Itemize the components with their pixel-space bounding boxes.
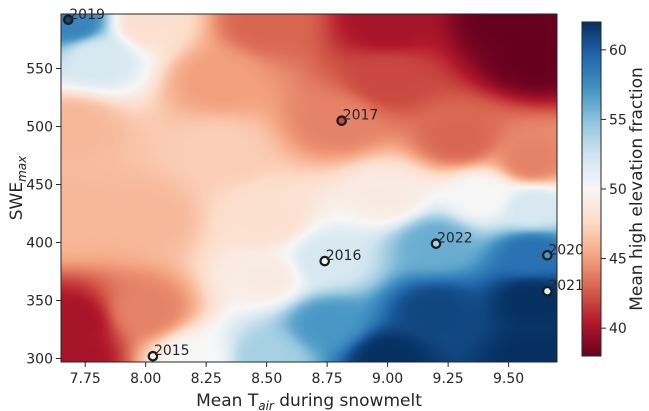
data-point: 2019 (62, 7, 105, 26)
colorbar: 40 45 50 55 60 Mean high elevation fraction (581, 21, 647, 357)
point-marker (542, 249, 553, 261)
point-label: 2022 (437, 231, 473, 247)
colorbar-tick-label: 45 (609, 252, 627, 268)
x-tick: 9.25 (433, 362, 464, 387)
point-marker (147, 350, 159, 362)
colorbar-tick-label: 60 (609, 43, 627, 59)
y-tick-label: 550 (26, 62, 53, 78)
x-tick: 8.00 (130, 362, 161, 387)
y-tick: 550 (26, 62, 61, 78)
y-tick-label: 500 (26, 120, 53, 136)
plot-area (60, 13, 558, 363)
y-tick: 300 (26, 352, 61, 368)
colorbar-tick: 40 (601, 321, 627, 337)
x-title-main: Mean T (196, 391, 259, 411)
x-axis-title: Mean Tair during snowmelt (196, 391, 422, 411)
y-tick-label: 450 (26, 178, 53, 194)
x-title-subscript: air (258, 399, 275, 411)
colorbar-tick-label: 55 (609, 112, 627, 128)
x-tick: 9.50 (493, 362, 524, 387)
x-tick: 8.25 (191, 362, 222, 387)
x-title-rest: during snowmelt (274, 391, 422, 411)
y-tick-label: 400 (26, 236, 53, 252)
colorbar-gradient (581, 21, 602, 357)
heatmap-surface (61, 14, 557, 362)
x-axis: 7.75 8.00 8.25 8.50 8.75 9.00 9.25 9.50 (70, 362, 524, 387)
point-marker (62, 14, 74, 26)
point-label: 2016 (326, 248, 362, 264)
data-point: 2016 (319, 248, 362, 267)
data-point: 2017 (336, 108, 379, 127)
point-marker (319, 255, 331, 267)
colorbar-tick: 60 (601, 43, 627, 59)
x-tick-label: 9.25 (433, 371, 464, 387)
data-point: 2022 (430, 231, 473, 249)
point-label: 2021 (548, 278, 584, 294)
y-tick-label: 350 (26, 294, 53, 310)
colorbar-tick: 45 (601, 252, 627, 268)
x-tick: 8.50 (251, 362, 282, 387)
data-point: 2020 (542, 242, 584, 261)
point-label: 2020 (548, 242, 584, 258)
y-axis-title: SWEmax (7, 155, 29, 220)
y-tick: 500 (26, 120, 61, 136)
y-tick-label: 300 (26, 352, 53, 368)
x-tick: 9.00 (372, 362, 403, 387)
y-title-main: SWE (7, 182, 27, 220)
y-axis: 300 350 400 450 500 550 (26, 62, 61, 368)
point-marker (430, 238, 442, 249)
data-points: 2015 2016 2017 2019 2020 2021 2022 (62, 7, 584, 362)
y-tick: 350 (26, 294, 61, 310)
x-tick-label: 8.00 (130, 371, 161, 387)
y-title-subscript: max (15, 155, 29, 182)
colorbar-tick-label: 40 (609, 321, 627, 337)
point-marker (542, 285, 553, 297)
colorbar-tick: 50 (601, 182, 627, 198)
y-tick: 400 (26, 236, 61, 252)
colorbar-ticks: 40 45 50 55 60 (601, 43, 627, 337)
x-tick-label: 8.25 (191, 371, 222, 387)
data-point: 2021 (542, 278, 584, 297)
colorbar-tick: 55 (601, 112, 627, 128)
data-point: 2015 (147, 343, 190, 362)
point-label: 2019 (69, 7, 105, 23)
x-tick-label: 9.50 (493, 371, 524, 387)
x-tick: 8.75 (312, 362, 343, 387)
x-tick: 7.75 (70, 362, 101, 387)
colorbar-title: Mean high elevation fraction (627, 67, 647, 311)
point-label: 2017 (343, 108, 379, 124)
point-label: 2015 (154, 343, 190, 359)
plot-frame (60, 13, 558, 363)
point-marker (336, 115, 347, 127)
x-tick-label: 9.00 (372, 371, 403, 387)
y-tick: 450 (26, 178, 61, 194)
x-tick-label: 8.75 (312, 371, 343, 387)
x-tick-label: 7.75 (70, 371, 101, 387)
colorbar-tick-label: 50 (609, 182, 627, 198)
x-tick-label: 8.50 (251, 371, 282, 387)
